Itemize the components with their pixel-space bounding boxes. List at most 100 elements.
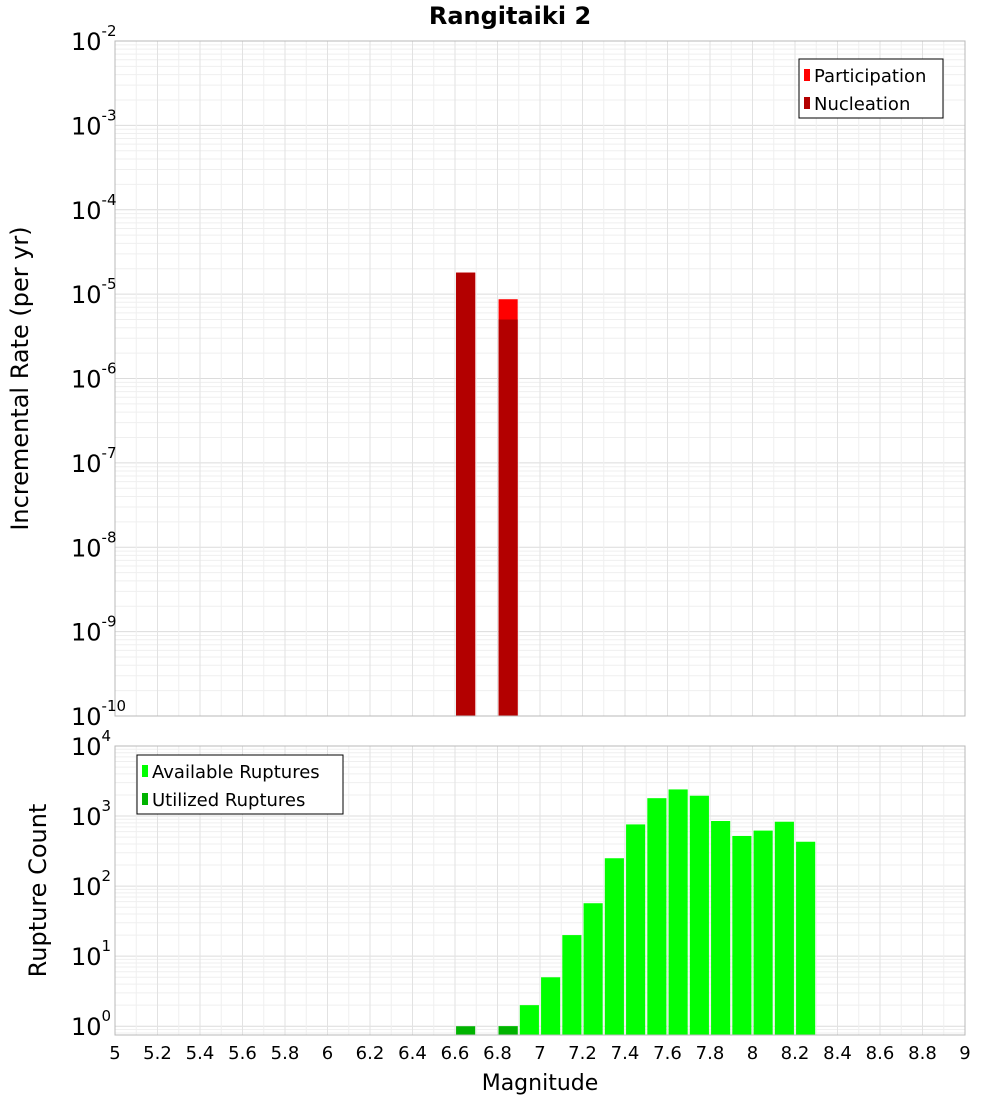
bottom-legend: Available Ruptures Utilized Ruptures <box>136 754 344 815</box>
top-legend-label: Nucleation <box>814 94 910 115</box>
top-y-tick-exp: -2 <box>102 22 117 40</box>
bottom-bar <box>541 977 561 1035</box>
top-y-tick-label: 10-4 <box>71 191 117 225</box>
x-axis-label: Magnitude <box>482 1071 599 1096</box>
top-legend-swatch <box>804 69 810 81</box>
chart-title: Rangitaiki 2 <box>429 2 591 30</box>
bottom-bar <box>689 795 709 1035</box>
top-y-tick-label: 10-5 <box>71 275 117 309</box>
bottom-y-tick-base: 10 <box>71 803 102 831</box>
bottom-bar <box>732 835 752 1035</box>
top-y-tick-exp: -8 <box>102 528 117 546</box>
top-y-tick-exp: -4 <box>102 191 117 209</box>
top-y-tick-base: 10 <box>71 450 102 478</box>
bottom-y-tick-exp: 2 <box>102 867 112 885</box>
bottom-y-tick-exp: 3 <box>102 797 112 815</box>
top-y-tick-base: 10 <box>71 28 102 56</box>
top-y-tick-exp: -7 <box>102 444 117 462</box>
x-tick-label: 8 <box>747 1043 758 1064</box>
bottom-bar <box>498 1026 518 1035</box>
top-y-tick-base: 10 <box>71 366 102 394</box>
top-plot: 10-1010-910-810-710-610-510-410-310-2Ran… <box>6 2 966 731</box>
top-y-tick-label: 10-7 <box>71 444 117 478</box>
bottom-bar <box>626 824 646 1035</box>
x-tick-label: 5 <box>109 1043 120 1064</box>
top-bar <box>498 319 518 716</box>
bottom-bar <box>796 841 816 1035</box>
top-y-tick-base: 10 <box>71 112 102 140</box>
x-tick-label: 8.6 <box>866 1043 895 1064</box>
bottom-bar <box>519 1005 539 1035</box>
bottom-y-tick-label: 102 <box>71 867 111 901</box>
top-legend-box <box>798 58 944 119</box>
bottom-bar <box>647 798 667 1035</box>
bottom-legend-swatch <box>142 765 148 777</box>
top-grid <box>114 41 966 717</box>
top-y-tick-exp: -3 <box>102 106 117 124</box>
top-y-tick-base: 10 <box>71 703 102 731</box>
top-y-tick-label: 10-6 <box>71 360 117 394</box>
x-tick-label: 9 <box>959 1043 970 1064</box>
bottom-y-tick-exp: 1 <box>102 937 112 955</box>
bottom-y-tick-base: 10 <box>71 733 102 761</box>
bottom-bar <box>604 858 624 1035</box>
x-tick-label: 5.8 <box>271 1043 300 1064</box>
top-legend: Participation Nucleation <box>798 58 944 119</box>
bottom-y-tick-label: 100 <box>71 1007 111 1041</box>
top-y-tick-base: 10 <box>71 619 102 647</box>
x-tick-label: 6.8 <box>483 1043 512 1064</box>
top-series-nucleation <box>456 272 518 716</box>
top-y-tick-label: 10-3 <box>71 106 117 140</box>
bottom-legend-label: Utilized Ruptures <box>152 790 305 811</box>
x-tick-label: 7.4 <box>611 1043 640 1064</box>
top-frame <box>114 40 966 717</box>
bottom-y-tick-base: 10 <box>71 943 102 971</box>
bottom-bar <box>583 903 603 1035</box>
x-tick-label: 6.2 <box>356 1043 385 1064</box>
top-y-tick-exp: -10 <box>102 697 127 715</box>
x-tick-label: 8.2 <box>781 1043 810 1064</box>
top-y-tick-base: 10 <box>71 197 102 225</box>
bottom-legend-box <box>136 754 344 815</box>
bottom-legend-swatch <box>142 793 148 805</box>
x-tick-label: 5.2 <box>143 1043 172 1064</box>
top-y-tick-base: 10 <box>71 534 102 562</box>
bottom-y-tick-label: 103 <box>71 797 111 831</box>
bottom-series-utilized-ruptures <box>456 1026 518 1035</box>
x-tick-label: 7 <box>534 1043 545 1064</box>
x-tick-label: 6 <box>322 1043 333 1064</box>
x-tick-label: 6.6 <box>441 1043 470 1064</box>
top-y-tick-label: 10-10 <box>71 697 126 731</box>
x-tick-label: 7.6 <box>653 1043 682 1064</box>
top-y-tick-label: 10-2 <box>71 22 117 56</box>
top-y-tick-base: 10 <box>71 281 102 309</box>
bottom-bar <box>456 1026 476 1035</box>
x-tick-label: 5.4 <box>186 1043 215 1064</box>
bottom-y-axis-label: Rupture Count <box>24 804 52 978</box>
x-tick-label: 6.4 <box>398 1043 427 1064</box>
bottom-frame <box>114 745 966 1036</box>
bottom-y-tick-base: 10 <box>71 873 102 901</box>
x-tick-label: 8.4 <box>823 1043 852 1064</box>
bottom-bar <box>711 821 731 1035</box>
bottom-legend-label: Available Ruptures <box>152 762 320 783</box>
bottom-bar <box>753 830 773 1035</box>
top-bar <box>456 272 476 716</box>
bottom-y-tick-exp: 4 <box>102 727 112 745</box>
top-y-tick-label: 10-9 <box>71 613 117 647</box>
bottom-y-tick-label: 101 <box>71 937 111 971</box>
x-tick-label: 8.8 <box>908 1043 937 1064</box>
top-y-tick-exp: -6 <box>102 360 117 378</box>
bottom-series-available-ruptures <box>498 789 816 1035</box>
x-tick-label: 5.6 <box>228 1043 257 1064</box>
x-tick-label: 7.2 <box>568 1043 597 1064</box>
bottom-y-tick-base: 10 <box>71 1013 102 1041</box>
bottom-bar <box>774 821 794 1035</box>
x-tick-label: 7.8 <box>696 1043 725 1064</box>
top-y-tick-exp: -9 <box>102 613 117 631</box>
top-y-tick-label: 10-8 <box>71 528 117 562</box>
top-y-tick-exp: -5 <box>102 275 117 293</box>
top-legend-swatch <box>804 97 810 109</box>
